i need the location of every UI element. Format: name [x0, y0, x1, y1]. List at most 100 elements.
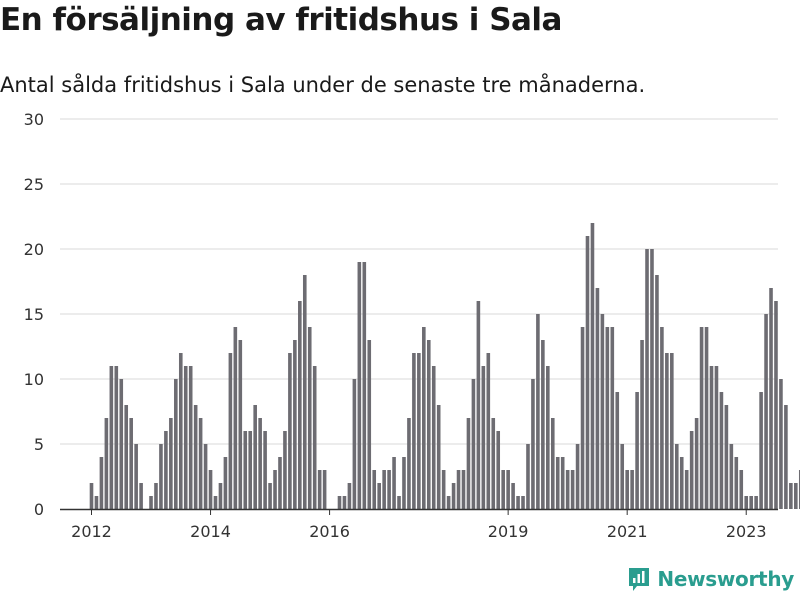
- bar: [541, 340, 545, 509]
- bar: [744, 496, 749, 509]
- bar: [660, 327, 664, 509]
- bar: [650, 249, 654, 509]
- bar: [387, 470, 391, 509]
- bar: [724, 405, 729, 509]
- bar: [714, 366, 719, 509]
- bar: [521, 496, 525, 509]
- bar: [704, 327, 709, 509]
- bar: [595, 288, 600, 509]
- bar: [317, 470, 322, 509]
- bar: [342, 496, 347, 509]
- bar: [149, 496, 153, 509]
- bar: [645, 249, 649, 509]
- bar: [352, 379, 357, 509]
- bar: [178, 353, 183, 509]
- bar: [610, 327, 615, 509]
- bar: [188, 366, 193, 509]
- bar: [307, 327, 312, 509]
- bar: [506, 470, 510, 509]
- bar: [238, 340, 243, 509]
- bar: [461, 470, 466, 509]
- y-tick-label: 5: [34, 435, 44, 454]
- x-tick-label: 2014: [190, 522, 231, 541]
- bar: [293, 340, 297, 509]
- x-tick-label: 2012: [71, 522, 112, 541]
- bar: [476, 301, 481, 509]
- x-tick-label: 2023: [726, 522, 767, 541]
- brand-name: Newsworthy: [657, 567, 794, 591]
- bar: [555, 457, 560, 509]
- bar: [759, 392, 763, 509]
- bar: [426, 340, 431, 509]
- bar: [273, 470, 277, 509]
- bar: [298, 301, 302, 509]
- bar: [600, 314, 605, 509]
- bar: [798, 470, 800, 509]
- bar: [367, 340, 372, 509]
- bar: [481, 366, 486, 509]
- bar: [322, 470, 327, 509]
- bar: [164, 431, 168, 509]
- bar: [536, 314, 540, 509]
- bar: [749, 496, 753, 509]
- bar: [347, 483, 352, 509]
- bar: [357, 262, 362, 509]
- bar: [417, 353, 421, 509]
- bar: [203, 444, 208, 509]
- bar: [590, 223, 595, 509]
- bar: [451, 483, 456, 509]
- bar: [526, 444, 530, 509]
- bar: [243, 431, 248, 509]
- bar: [263, 431, 267, 509]
- x-tick-label: 2021: [607, 522, 648, 541]
- bar: [635, 392, 639, 509]
- bar: [302, 275, 307, 509]
- bar: [218, 483, 223, 509]
- bar: [575, 444, 580, 509]
- bar: [769, 288, 773, 509]
- bar: [560, 457, 565, 509]
- bar: [764, 314, 768, 509]
- bar: [372, 470, 377, 509]
- chart-subtitle: Antal sålda fritidshus i Sala under de s…: [0, 73, 646, 97]
- bar: [486, 353, 491, 509]
- bar: [99, 457, 104, 509]
- bar: [169, 418, 173, 509]
- bar: [565, 470, 570, 509]
- chart-logo-icon: [629, 568, 650, 591]
- bar: [640, 340, 644, 509]
- y-tick-label: 25: [24, 175, 44, 194]
- bar: [491, 418, 496, 509]
- bar: [397, 496, 401, 509]
- bar: [402, 457, 406, 509]
- bar: [625, 470, 629, 509]
- bar: [605, 327, 610, 509]
- bar: [466, 418, 471, 509]
- bar: [288, 353, 292, 509]
- bar: [154, 483, 158, 509]
- bar: [516, 496, 520, 509]
- bar: [531, 379, 535, 509]
- bar: [739, 470, 744, 509]
- bar: [774, 301, 778, 509]
- bar: [159, 444, 163, 509]
- y-tick-label: 15: [24, 305, 44, 324]
- bar: [779, 379, 783, 509]
- bar: [134, 444, 138, 509]
- bar: [585, 236, 590, 509]
- bar: [665, 353, 669, 509]
- bar: [655, 275, 659, 509]
- bar: [94, 496, 99, 509]
- bar: [228, 353, 233, 509]
- bar: [670, 353, 674, 509]
- bar: [109, 366, 114, 509]
- bar: [674, 444, 679, 509]
- bar: [630, 470, 634, 509]
- bar: [694, 418, 699, 509]
- y-tick-label: 20: [24, 240, 44, 259]
- bar: [784, 405, 788, 509]
- bar: [248, 431, 253, 509]
- x-tick-label: 2019: [488, 522, 529, 541]
- bar: [446, 496, 451, 509]
- bar: [258, 418, 262, 509]
